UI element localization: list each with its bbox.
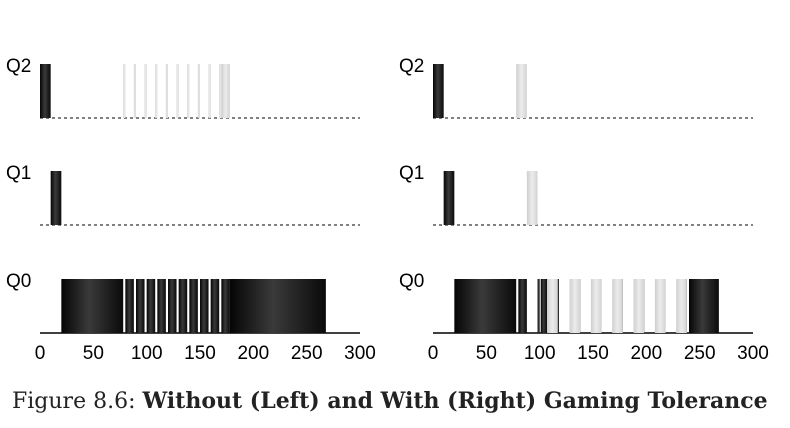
run-bar-job-a-q0 (229, 279, 326, 333)
run-bar-job-b-q2 (208, 64, 211, 118)
x-tick-label: 100 (131, 343, 163, 364)
run-bar-job-b-q2 (144, 64, 147, 118)
run-bar-job-a-q0 (210, 279, 220, 333)
run-bar-job-a-q0 (146, 279, 156, 333)
run-bar-job-b-q2 (187, 64, 190, 118)
right-panel: Q2 Q1 Q0 0 50 100 150 200 250 300 (399, 56, 769, 364)
run-bar-job-a-q0 (178, 279, 188, 333)
queue-label-q0: Q0 (399, 271, 424, 292)
run-bar-job-b-q2 (165, 64, 168, 118)
run-bar-job-b-q2 (176, 64, 179, 118)
x-tick-label: 300 (344, 343, 376, 364)
run-bar-job-a-q1 (50, 171, 62, 225)
x-tick-label: 50 (476, 343, 497, 364)
run-bar-job-b-q2 (133, 64, 136, 118)
x-tick-label: 150 (577, 343, 609, 364)
run-bar-job-b-q0 (569, 279, 581, 333)
x-tick-label: 150 (184, 343, 216, 364)
run-bar-job-b-q2 (221, 64, 230, 118)
run-bar-job-a-q0 (157, 279, 166, 333)
run-bar-job-b-q0 (676, 279, 687, 333)
queue-label-q1: Q1 (399, 163, 424, 184)
x-tick-label: 250 (291, 343, 323, 364)
x-tick-label: 300 (737, 343, 769, 364)
run-bar-job-a-q2 (40, 64, 51, 118)
caption-prefix: Figure 8.6: (12, 389, 136, 414)
x-tick-label: 0 (35, 343, 46, 364)
run-bar-job-b-q1 (526, 171, 538, 225)
figure-caption: Figure 8.6: Without (Left) and With (Rig… (12, 388, 782, 414)
run-bar-job-b-q2 (516, 64, 527, 118)
run-bar-job-b-q2 (219, 64, 222, 118)
caption-title: Without (Left) and With (Right) Gaming T… (142, 388, 768, 414)
queue-label-q2: Q2 (6, 56, 31, 77)
left-panel: Q2 Q1 Q0 0 50 100 150 200 250 300 (6, 56, 376, 364)
x-tick-label: 200 (630, 343, 662, 364)
run-bar-job-a-q2 (433, 64, 444, 118)
run-bar-job-b-q2 (155, 64, 158, 118)
run-bar-job-a-q0 (200, 279, 209, 333)
run-bar-job-a-q0 (518, 279, 527, 333)
queue-label-q0: Q0 (6, 271, 31, 292)
run-bar-job-a-q1 (443, 171, 455, 225)
run-bar-job-a-q0 (61, 279, 124, 333)
run-bar-job-b-q0 (547, 279, 558, 333)
figure-svg: Q2 Q1 Q0 0 50 100 150 200 250 300 Q2 Q1 Q0 0 50 100 150… (6, 56, 769, 364)
run-bar-job-b-q0 (633, 279, 645, 333)
x-tick-label: 100 (524, 343, 556, 364)
queue-label-q2: Q2 (399, 56, 424, 77)
run-bar-job-b-q0 (612, 279, 623, 333)
x-tick-label: 250 (684, 343, 716, 364)
run-bar-job-a-q0 (168, 279, 177, 333)
run-bar-job-b-q2 (197, 64, 200, 118)
queue-label-q1: Q1 (6, 163, 31, 184)
x-tick-label: 50 (83, 343, 104, 364)
run-bar-job-b-q0 (590, 279, 602, 333)
run-bar-job-a-q0 (125, 279, 134, 333)
run-bar-job-a-q0 (454, 279, 517, 333)
run-bar-job-b-q0 (654, 279, 666, 333)
run-bar-job-a-q0 (537, 279, 540, 333)
x-tick-label: 0 (428, 343, 439, 364)
run-bar-job-a-q0 (189, 279, 198, 333)
x-tick-label: 200 (237, 343, 269, 364)
run-bar-job-a-q0 (540, 279, 548, 333)
run-bar-job-a-q0 (221, 279, 230, 333)
run-bar-job-a-q0 (136, 279, 145, 333)
run-bar-job-a-q0 (689, 279, 719, 333)
run-bar-job-b-q2 (123, 64, 126, 118)
